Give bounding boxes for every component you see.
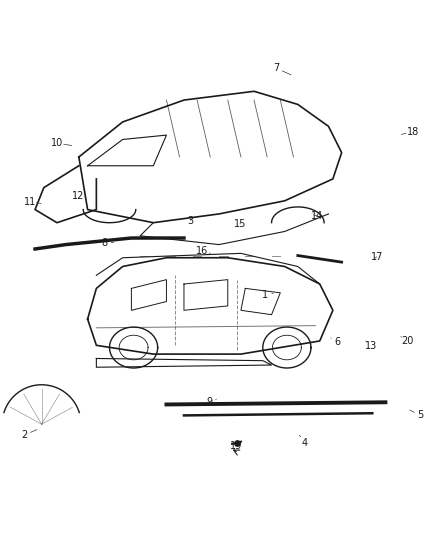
- Text: 3: 3: [187, 215, 194, 225]
- Text: 20: 20: [401, 336, 413, 346]
- Text: 9: 9: [206, 397, 212, 407]
- Text: 17: 17: [371, 252, 383, 262]
- Text: 11: 11: [24, 197, 36, 207]
- Text: 16: 16: [196, 246, 208, 256]
- Text: 15: 15: [234, 219, 246, 229]
- Text: 18: 18: [406, 127, 419, 136]
- Point: [233, 439, 240, 447]
- Text: 12: 12: [72, 190, 84, 200]
- Text: 2: 2: [21, 430, 27, 440]
- Text: 8: 8: [101, 238, 107, 248]
- Text: 14: 14: [311, 211, 324, 221]
- Text: 1: 1: [262, 290, 268, 300]
- Text: 4: 4: [301, 438, 307, 448]
- Text: 7: 7: [273, 63, 279, 73]
- Text: 6: 6: [334, 337, 340, 347]
- Text: 13: 13: [365, 341, 378, 351]
- Text: 19: 19: [230, 441, 242, 451]
- Text: 10: 10: [51, 138, 63, 148]
- Text: 5: 5: [417, 410, 424, 421]
